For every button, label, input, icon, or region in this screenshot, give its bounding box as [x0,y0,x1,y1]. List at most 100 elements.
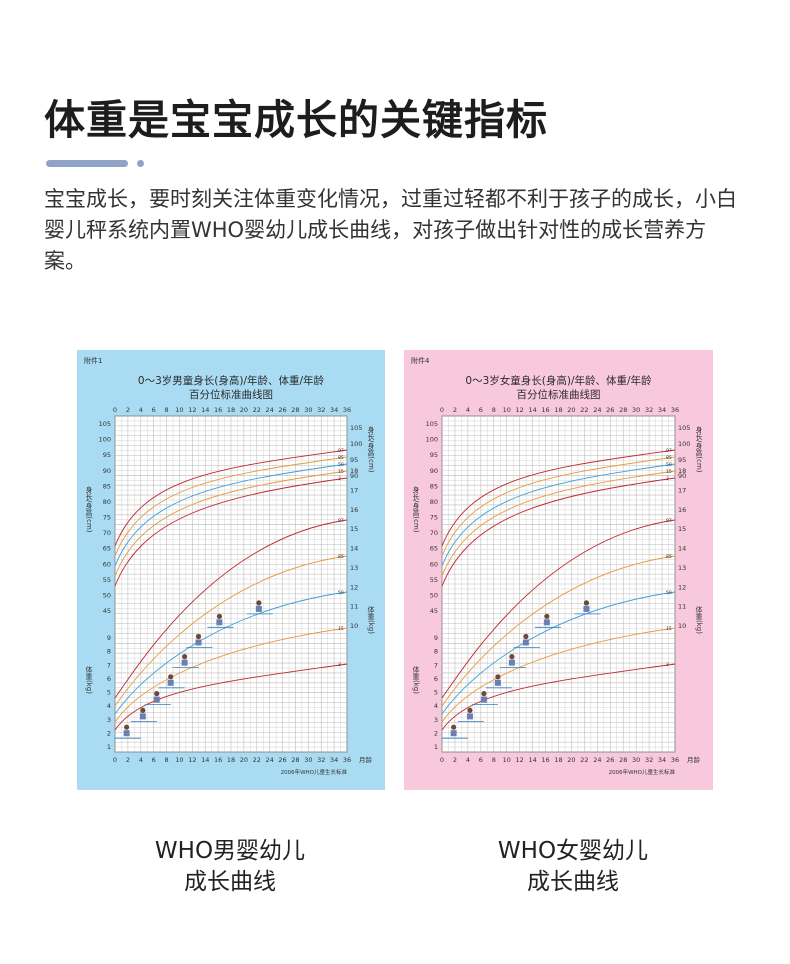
weight-tick-left: 5 [107,689,111,697]
month-tick-top: 14 [528,406,536,414]
month-tick-top: 32 [317,406,325,414]
weight-axis-label-right: 体重(kg) [367,605,375,634]
month-tick-bottom: 14 [201,756,209,764]
chart-title-line2: 百分位标准曲线图 [517,388,601,401]
weight-tick-right: 17 [350,486,358,494]
height-tick-left: 100 [99,436,111,444]
chart-footer: 2006年WHO儿童生长标准 [281,768,348,776]
month-tick-top: 14 [201,406,209,414]
girl-growth-chart: 附件4 0～3岁女童身长(身高)/年龄、体重/年龄 百分位标准曲线图 0 0 2 2 4 4 6 6… [404,350,713,790]
height-tick-left: 75 [430,514,438,522]
height-percentile-curve [114,449,348,547]
height-tick-left: 55 [103,576,111,584]
month-tick-top: 6 [479,406,483,414]
month-tick-top: 8 [492,406,496,414]
height-tick-left: 80 [430,498,438,506]
month-tick-top: 26 [278,406,286,414]
month-tick-top: 30 [304,406,312,414]
height-percentile-tag: 97 [338,448,344,454]
weight-percentile-tag: 85 [666,554,672,560]
height-tick-left: 50 [430,591,438,599]
height-tick-left: 105 [426,420,438,428]
month-tick-bottom: 34 [658,756,666,764]
month-tick-bottom: 0 [440,756,444,764]
month-tick-bottom: 36 [343,756,351,764]
month-tick-top: 0 [440,406,444,414]
month-tick-bottom: 8 [164,756,168,764]
month-tick-bottom: 20 [567,756,575,764]
height-tick-right: 105 [350,424,362,432]
height-tick-left: 100 [426,436,438,444]
month-tick-top: 12 [188,406,196,414]
weight-tick-right: 12 [350,583,358,591]
month-tick-bottom: 26 [278,756,286,764]
month-tick-top: 32 [645,406,653,414]
weight-tick-left: 6 [434,675,438,683]
weight-tick-right: 17 [678,486,686,494]
chart-title-line1: 0～3岁女童身长(身高)/年龄、体重/年龄 [465,374,652,387]
month-tick-bottom: 6 [479,756,483,764]
height-tick-left: 90 [103,467,111,475]
weight-tick-right: 11 [678,603,686,611]
weight-percentile-tag: 85 [338,554,344,560]
month-tick-bottom: 10 [503,756,511,764]
month-tick-bottom: 28 [291,756,299,764]
boy-chart-caption: WHO男婴幼儿 成长曲线 [80,836,380,898]
height-axis-label-right: 身长/身高(cm) [367,425,375,473]
chart-tag: 附件1 [84,356,102,365]
height-percentile-tag: 3 [338,476,341,482]
height-percentile-tag: 50 [338,462,344,468]
height-tick-left: 70 [103,529,111,537]
height-tick-left: 60 [103,560,111,568]
height-tick-left: 50 [103,591,111,599]
month-tick-top: 10 [175,406,183,414]
month-tick-bottom: 4 [466,756,470,764]
weight-tick-left: 5 [434,689,438,697]
height-percentile-tag: 15 [338,469,344,475]
weight-tick-right: 11 [350,603,358,611]
month-tick-top: 12 [516,406,524,414]
month-tick-top: 4 [466,406,470,414]
month-tick-top: 10 [503,406,511,414]
month-tick-bottom: 6 [152,756,156,764]
height-tick-left: 45 [103,607,111,615]
month-tick-top: 16 [214,406,222,414]
month-tick-top: 2 [126,406,130,414]
height-axis-label-right: 身长/身高(cm) [695,425,703,473]
height-percentile-curve [441,470,676,577]
weight-tick-right: 15 [678,525,686,533]
height-tick-left: 95 [103,451,111,459]
weight-percentile-curve [441,627,676,723]
height-tick-left: 80 [103,498,111,506]
weight-percentile-curve [441,591,676,715]
weight-percentile-curve [114,555,348,707]
height-tick-left: 85 [430,482,438,490]
weight-tick-right: 14 [678,545,686,553]
height-percentile-curve [114,477,348,587]
height-percentile-curve [114,470,348,577]
height-tick-right: 95 [350,456,358,464]
chart-title-line1: 0～3岁男童身长(身高)/年龄、体重/年龄 [138,374,325,387]
month-tick-top: 18 [554,406,562,414]
weight-percentile-tag: 97 [338,518,344,524]
height-axis-label-left: 身长/身高(cm) [412,485,420,533]
month-tick-bottom: 2 [126,756,130,764]
month-tick-bottom: 0 [113,756,117,764]
month-unit-bottom: 月龄 [687,755,701,764]
height-tick-left: 45 [430,607,438,615]
month-tick-top: 20 [240,406,248,414]
month-tick-bottom: 20 [240,756,248,764]
height-percentile-curve [441,477,676,587]
weight-tick-right: 12 [678,583,686,591]
month-tick-top: 24 [593,406,601,414]
weight-tick-right: 13 [350,564,358,572]
height-tick-right: 90 [350,472,358,480]
chart-title-line2: 百分位标准曲线图 [189,388,273,401]
weight-tick-left: 8 [107,648,111,656]
milestone-figures [441,600,601,739]
weight-percentile-tag: 3 [338,662,341,668]
weight-percentile-curve [114,519,348,699]
month-tick-bottom: 2 [453,756,457,764]
height-tick-right: 105 [678,424,690,432]
month-tick-bottom: 36 [671,756,679,764]
